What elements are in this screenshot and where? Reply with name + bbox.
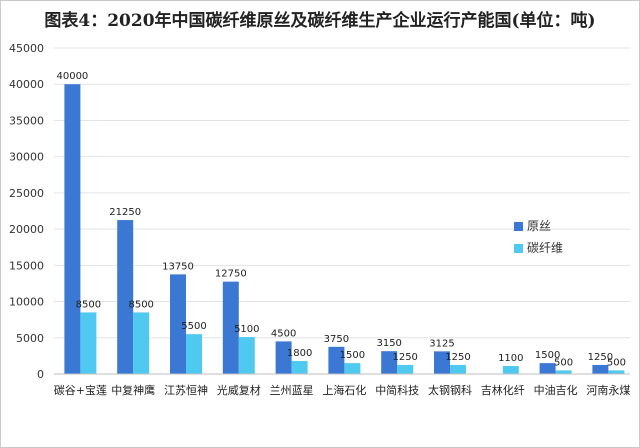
y-tick-label: 5000 xyxy=(16,332,44,345)
data-label: 500 xyxy=(607,357,626,368)
data-label: 12750 xyxy=(215,269,247,280)
bar-yuansi xyxy=(170,274,186,374)
x-category-label: 碳谷+宝莲 xyxy=(54,383,107,397)
bar-yuansi xyxy=(539,363,556,374)
data-label: 1500 xyxy=(535,350,560,361)
data-label: 1500 xyxy=(340,350,365,361)
data-label: 40000 xyxy=(56,71,88,82)
data-label: 13750 xyxy=(162,261,194,272)
data-label: 8500 xyxy=(128,299,153,310)
bar-yuansi xyxy=(328,346,345,374)
x-category-label: 河南永煤 xyxy=(586,383,630,397)
bar-tanxianwei xyxy=(450,364,466,374)
data-label: 21250 xyxy=(109,207,141,218)
data-label: 3150 xyxy=(376,338,401,349)
data-label: 1250 xyxy=(445,352,470,363)
x-category-label: 中简科技 xyxy=(375,383,419,397)
y-tick-label: 10000 xyxy=(9,296,44,309)
bar-yuansi xyxy=(592,364,609,374)
x-category-label: 江苏恒神 xyxy=(164,383,208,397)
data-label: 500 xyxy=(554,357,573,368)
y-tick-label: 15000 xyxy=(9,259,44,272)
x-category-label: 上海石化 xyxy=(322,383,366,397)
bar-tanxianwei xyxy=(397,364,414,374)
data-label: 1100 xyxy=(498,353,523,364)
data-label: 3750 xyxy=(324,334,349,345)
data-label: 1250 xyxy=(392,352,417,363)
bar-tanxianwei xyxy=(291,360,308,374)
y-tick-label: 30000 xyxy=(9,151,44,164)
data-label: 8500 xyxy=(76,299,101,310)
bar-yuansi xyxy=(64,84,81,374)
y-tick-label: 20000 xyxy=(9,223,44,236)
data-label: 3125 xyxy=(429,338,454,349)
bar-tanxianwei xyxy=(502,366,519,374)
x-category-label: 太钢钢科 xyxy=(428,383,472,397)
legend-entry-label: 碳纤维 xyxy=(527,241,563,255)
y-tick-label: 35000 xyxy=(9,114,44,127)
data-label: 1800 xyxy=(287,348,312,359)
x-category-label: 兰州蓝星 xyxy=(270,384,314,397)
y-tick-label: 25000 xyxy=(9,187,44,200)
x-category-label: 吉林化纤 xyxy=(481,383,525,397)
bar-tanxianwei xyxy=(238,337,255,374)
y-tick-label: 45000 xyxy=(9,42,44,55)
bar-yuansi xyxy=(381,351,398,374)
bar-tanxianwei xyxy=(608,370,625,374)
x-category-label: 光威复材 xyxy=(217,383,261,397)
legend-swatch xyxy=(514,222,523,231)
bar-tanxianwei xyxy=(133,312,150,374)
bar-tanxianwei xyxy=(344,363,361,374)
chart-title: 图表4：2020年中国碳纤维原丝及碳纤维生产企业运行产能国(单位：吨) xyxy=(44,11,596,31)
x-category-label: 中复神鹰 xyxy=(111,383,155,397)
data-label: 5100 xyxy=(234,324,259,335)
bar-yuansi xyxy=(117,220,134,374)
bar-tanxianwei xyxy=(80,312,97,374)
data-label: 5500 xyxy=(181,321,206,332)
data-label: 4500 xyxy=(271,328,296,339)
y-tick-label: 0 xyxy=(37,368,44,381)
x-category-label: 中油吉化 xyxy=(534,383,578,397)
bar-yuansi xyxy=(434,351,450,374)
data-label: 1250 xyxy=(588,352,613,363)
bar-tanxianwei xyxy=(186,334,202,374)
legend-swatch xyxy=(514,244,523,253)
y-tick-label: 40000 xyxy=(9,78,44,91)
bar-yuansi xyxy=(275,341,292,374)
bar-tanxianwei xyxy=(555,370,572,374)
legend-entry-label: 原丝 xyxy=(527,219,551,233)
bar-yuansi xyxy=(222,281,239,374)
